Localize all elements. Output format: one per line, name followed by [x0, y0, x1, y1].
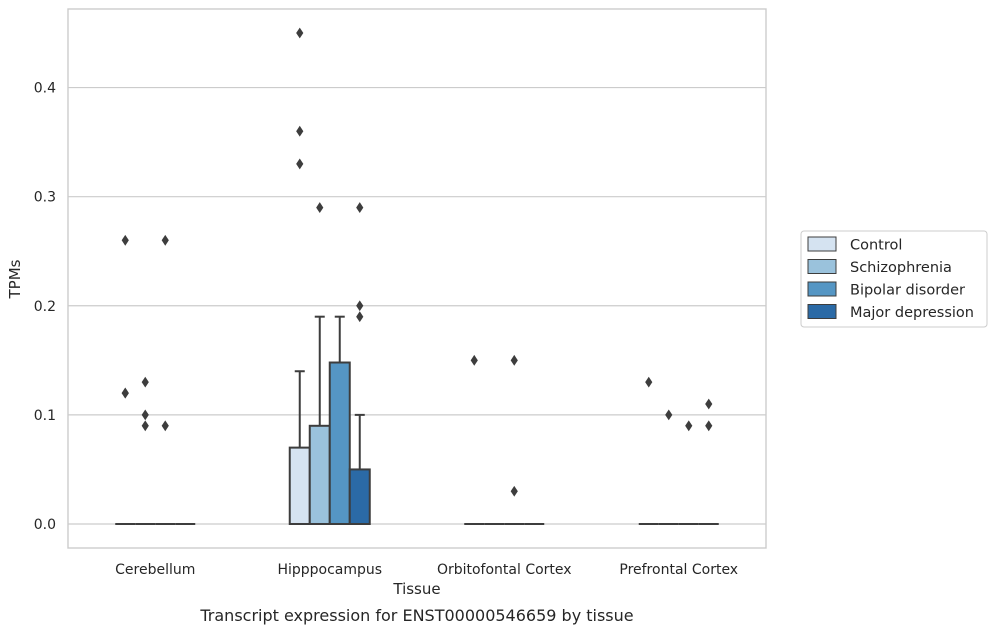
box-bipolar-disorder	[328, 315, 351, 525]
legend-label: Control	[850, 238, 902, 254]
outlier-point	[141, 420, 149, 432]
outlier-point	[121, 234, 129, 246]
y-tick-label: 0.3	[34, 190, 56, 206]
outlier-point	[705, 398, 713, 410]
outlier-point	[356, 300, 364, 312]
y-tick-labels: 0.0 0.1 0.2 0.3 0.4	[34, 81, 56, 533]
figure-caption: Transcript expression for ENST0000054665…	[199, 606, 633, 625]
outlier-point	[316, 202, 324, 213]
outliers	[121, 27, 713, 497]
y-tick-label: 0.4	[34, 81, 56, 97]
y-tick-label: 0.1	[34, 408, 56, 424]
legend: Control Schizophrenia Bipolar disorder Majo…	[800, 230, 988, 328]
plot-frame	[67, 8, 767, 549]
outlier-point	[470, 354, 478, 366]
x-tick-label: Orbitofontal Cortex	[437, 562, 572, 578]
x-tick-label: Hipppocampus	[277, 562, 382, 578]
y-tick-label: 0.0	[34, 517, 56, 533]
outlier-point	[141, 376, 149, 388]
x-tick-label: Prefrontal Cortex	[619, 562, 738, 578]
outlier-point	[510, 485, 518, 497]
outlier-point	[296, 158, 304, 170]
legend-swatch	[807, 304, 837, 319]
outlier-point	[356, 202, 364, 213]
box-body	[328, 361, 351, 525]
outlier-point	[665, 409, 673, 421]
box-schizophrenia	[308, 315, 331, 525]
boxes	[115, 315, 719, 525]
legend-label: Schizophrenia	[850, 260, 952, 276]
x-axis-label: Tissue	[392, 580, 440, 598]
outlier-point	[141, 409, 149, 421]
outlier-point	[705, 420, 713, 432]
outlier-point	[296, 125, 304, 137]
box-major-depression	[348, 413, 371, 525]
gridlines	[68, 86, 766, 525]
outlier-point	[685, 420, 693, 432]
legend-label: Major depression	[850, 305, 974, 321]
outlier-point	[356, 311, 364, 323]
outlier-point	[510, 354, 518, 366]
legend-swatch	[807, 236, 837, 252]
y-tick-label: 0.2	[34, 299, 56, 315]
outlier-point	[121, 387, 129, 399]
outlier-point	[296, 27, 304, 39]
box-control	[288, 370, 311, 525]
box-body	[348, 468, 371, 525]
outlier-point	[161, 420, 169, 432]
y-axis-label: TPMs	[6, 259, 24, 299]
legend-frame	[800, 230, 988, 328]
legend-label: Bipolar disorder	[850, 283, 965, 299]
box-body	[288, 446, 311, 525]
x-tick-label: Cerebellum	[115, 562, 195, 578]
x-tick-labels: Cerebellum Hipppocampus Orbitofontal Corte…	[115, 562, 738, 578]
legend-swatch	[807, 259, 837, 274]
legend-swatch	[807, 281, 837, 297]
box-body	[308, 424, 331, 525]
outlier-point	[161, 234, 169, 246]
outlier-point	[645, 376, 653, 388]
